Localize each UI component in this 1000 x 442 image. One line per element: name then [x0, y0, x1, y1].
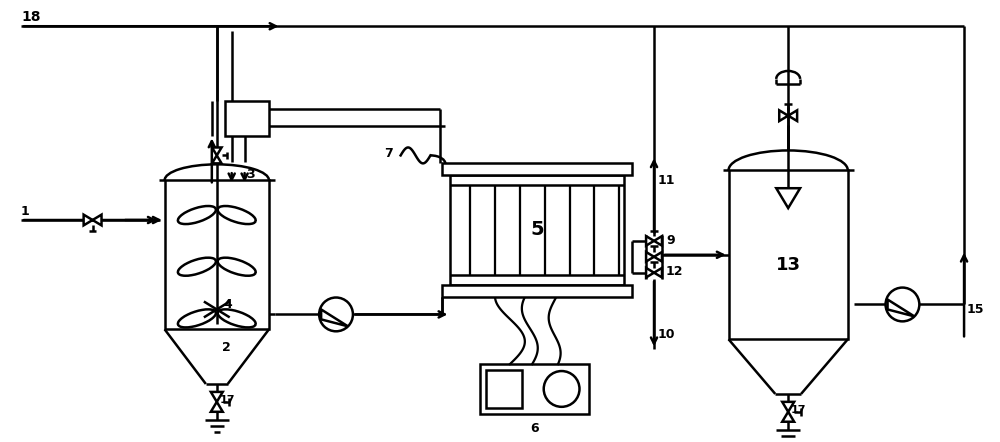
Circle shape — [886, 288, 919, 321]
Text: 3: 3 — [247, 168, 255, 181]
Text: 16: 16 — [238, 112, 256, 125]
Polygon shape — [212, 148, 222, 156]
Polygon shape — [93, 215, 102, 225]
Text: 14: 14 — [894, 300, 911, 313]
Bar — [450, 175, 624, 285]
Polygon shape — [646, 236, 654, 246]
Text: 17: 17 — [791, 405, 807, 415]
Text: 4: 4 — [224, 298, 232, 311]
Polygon shape — [776, 188, 800, 208]
Text: 15: 15 — [967, 303, 985, 316]
Polygon shape — [654, 268, 662, 278]
Polygon shape — [646, 252, 654, 262]
Polygon shape — [788, 110, 797, 121]
Text: 11: 11 — [658, 174, 676, 187]
Text: 13: 13 — [776, 256, 801, 274]
Bar — [442, 285, 632, 297]
Polygon shape — [646, 268, 654, 278]
Text: 17: 17 — [220, 395, 235, 405]
Bar — [225, 101, 269, 136]
Text: 9: 9 — [666, 234, 675, 248]
Bar — [480, 364, 589, 414]
Polygon shape — [321, 309, 348, 326]
Bar — [165, 180, 269, 329]
Text: 6: 6 — [530, 422, 539, 435]
Polygon shape — [654, 236, 662, 246]
Bar — [729, 170, 848, 339]
Polygon shape — [212, 156, 222, 164]
Polygon shape — [84, 215, 93, 225]
Polygon shape — [782, 412, 794, 422]
Polygon shape — [782, 402, 794, 412]
Bar — [442, 164, 632, 175]
Text: 12: 12 — [666, 265, 683, 278]
Text: 2: 2 — [222, 341, 231, 354]
Text: 1: 1 — [21, 205, 30, 218]
Polygon shape — [888, 300, 914, 316]
Text: 10: 10 — [658, 328, 676, 341]
Text: 8: 8 — [334, 310, 342, 323]
Circle shape — [319, 297, 353, 332]
Polygon shape — [654, 252, 662, 262]
Text: 7: 7 — [384, 147, 392, 160]
Polygon shape — [779, 110, 788, 121]
Polygon shape — [211, 402, 223, 412]
Text: 5: 5 — [530, 221, 544, 240]
Polygon shape — [211, 392, 223, 402]
Circle shape — [544, 371, 579, 407]
Bar — [486, 370, 522, 408]
Text: 18: 18 — [21, 10, 41, 24]
